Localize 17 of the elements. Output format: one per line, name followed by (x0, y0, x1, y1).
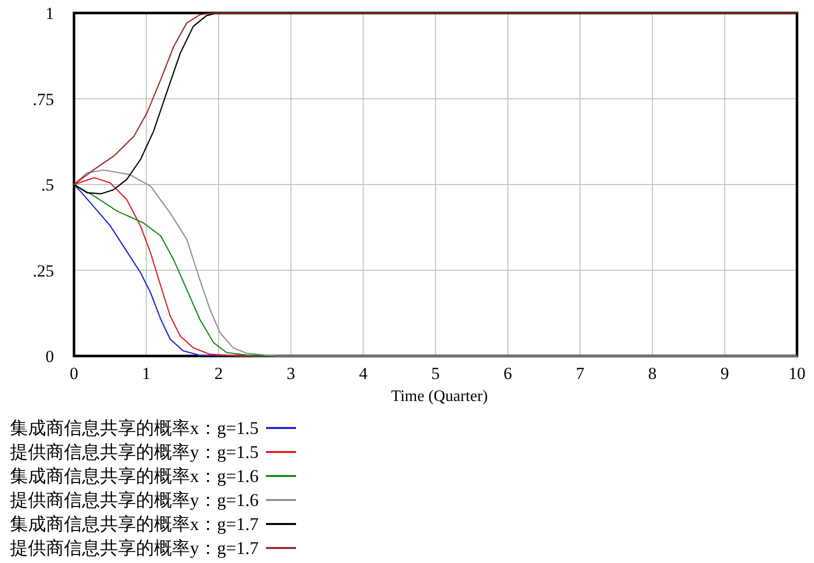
x-tick-label: 4 (358, 364, 368, 383)
x-tick-label: 8 (648, 364, 657, 383)
y-tick-label: .75 (32, 90, 54, 109)
x-tick-label: 5 (431, 364, 440, 383)
x-tick-label: 1 (142, 364, 151, 383)
x-tick-label: 0 (70, 364, 78, 383)
x-tick-label: 2 (214, 364, 223, 383)
x-axis-title: Time (Quarter) (391, 388, 488, 405)
x-tick-label: 10 (788, 364, 806, 383)
y-tick-label: .25 (32, 261, 54, 280)
x-tick-label: 7 (576, 364, 585, 383)
y-tick-label: 0 (46, 347, 54, 366)
y-tick-label: .5 (41, 176, 54, 194)
y-tick-label: 1 (46, 4, 54, 23)
x-tick-label: 3 (286, 364, 296, 383)
x-tick-label: 9 (720, 364, 729, 383)
x-tick-label: 6 (504, 364, 512, 383)
